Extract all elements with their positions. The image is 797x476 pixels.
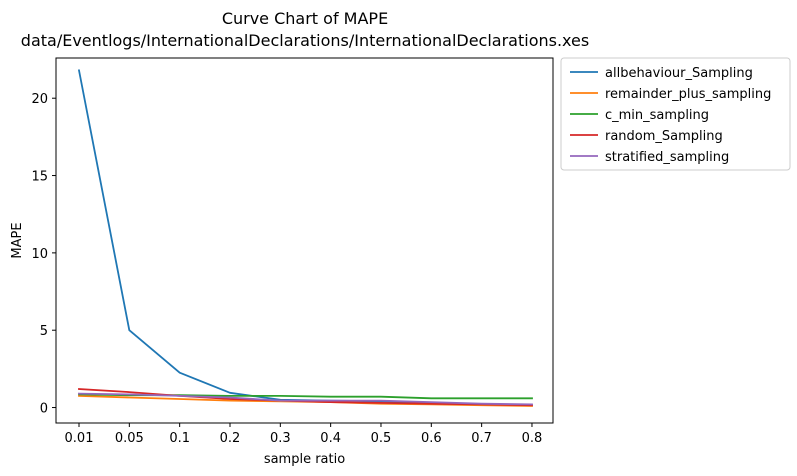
legend-box (560, 57, 791, 171)
series-lines (77, 69, 533, 407)
legend-label: allbehaviour_Sampling (605, 66, 753, 81)
x-tick-label: 0.01 (65, 431, 94, 446)
x-tick-label: 0.05 (115, 431, 144, 446)
chart-title: Curve Chart of MAPE (222, 9, 388, 28)
x-tick-label: 0.7 (471, 431, 492, 446)
y-tick-label: 10 (31, 247, 48, 262)
y-tick-label: 20 (31, 92, 48, 107)
y-axis-label: MAPE (10, 222, 25, 258)
x-tick-label: 0.3 (270, 431, 291, 446)
x-tick-label: 0.5 (371, 431, 392, 446)
y-tick-label: 5 (40, 324, 48, 339)
y-tick-label: 0 (40, 402, 48, 417)
x-tick-label: 0.4 (320, 431, 341, 446)
x-axis-label: sample ratio (264, 452, 345, 467)
x-tick-label: 0.6 (421, 431, 442, 446)
series-line-allbehaviour-sampling (77, 69, 533, 407)
x-axis: 0.01 0.05 0.1 0.2 0.3 0.4 0.5 0.6 0.7 0.8 (65, 423, 543, 446)
x-tick-label: 0.2 (220, 431, 241, 446)
legend-label: stratified_sampling (605, 150, 729, 165)
plot-area (55, 57, 554, 424)
chart-subtitle: data/Eventlogs/InternationalDeclarations… (21, 31, 589, 50)
x-tick-label: 0.1 (169, 431, 190, 446)
x-tick-label: 0.8 (522, 431, 543, 446)
legend-label: remainder_plus_sampling (605, 87, 771, 102)
y-axis: 0 5 10 15 20 (31, 92, 56, 417)
series-line-stratified-sampling (78, 392, 533, 406)
legend-label: c_min_sampling (605, 108, 709, 123)
legend-label: random_Sampling (605, 129, 723, 144)
y-tick-label: 15 (31, 170, 48, 185)
legend: allbehaviour_Sampling remainder_plus_samp… (560, 57, 791, 171)
